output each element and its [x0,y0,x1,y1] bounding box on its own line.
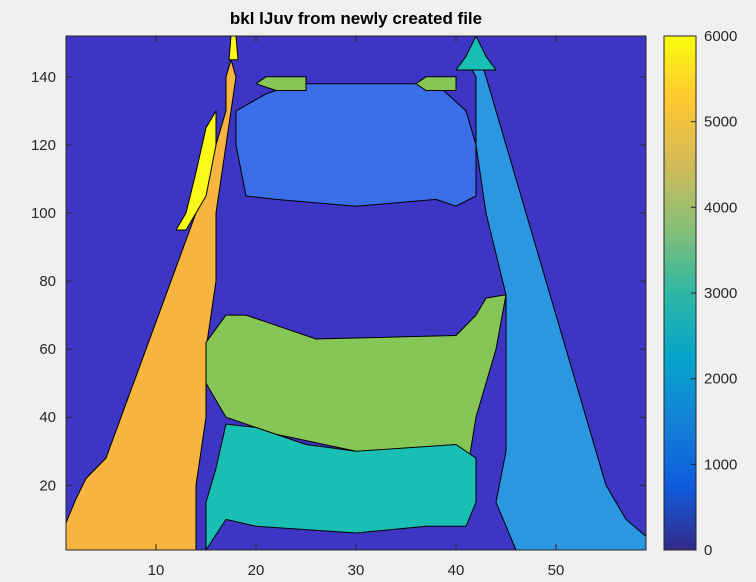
x-tick-label: 20 [248,562,265,579]
colorbar-tick-label: 6000 [704,28,737,45]
x-tick-label: 30 [348,562,365,579]
chart-title: bkl lJuv from newly created file [230,9,482,28]
contour-region-top-right-green-bump [415,76,457,91]
plot-area [65,35,647,551]
contour-regions [65,35,647,551]
colorbar-tick-label: 1000 [704,456,737,473]
contour-region-right-light-blue-leg [465,42,647,551]
x-tick-label: 10 [148,562,165,579]
y-tick-label: 60 [39,341,56,358]
y-tick-label: 100 [31,205,56,222]
colorbar: 0 1000 2000 3000 4000 5000 6000 [663,28,737,559]
colorbar-tick-label: 0 [704,542,712,559]
y-axis: 20 40 60 80 100 120 140 [31,69,646,494]
y-tick-label: 80 [39,273,56,290]
contour-region-center-blue-upper [235,83,477,207]
contour-region-left-top-yellow-spike [228,35,239,61]
contour-region-top-left-green-bump [255,76,307,91]
y-tick-label: 40 [39,409,56,426]
colorbar-ticks: 0 1000 2000 3000 4000 5000 6000 [691,28,737,559]
y-tick-label: 20 [39,477,56,494]
colorbar-bar [663,35,697,551]
contour-region-right-top-teal-cap [455,35,497,71]
x-axis: 10 20 30 40 50 [148,36,565,579]
x-tick-label: 40 [448,562,465,579]
colorbar-tick-label: 5000 [704,114,737,131]
y-tick-label: 120 [31,137,56,154]
colorbar-tick-label: 2000 [704,371,737,388]
x-tick-label: 50 [548,562,565,579]
colorbar-tick-label: 3000 [704,285,737,302]
colorbar-tick-label: 4000 [704,199,737,216]
y-tick-label: 140 [31,69,56,86]
contour-region-center-teal-region [205,423,477,551]
contour-region-left-yellow-patch [175,110,217,231]
